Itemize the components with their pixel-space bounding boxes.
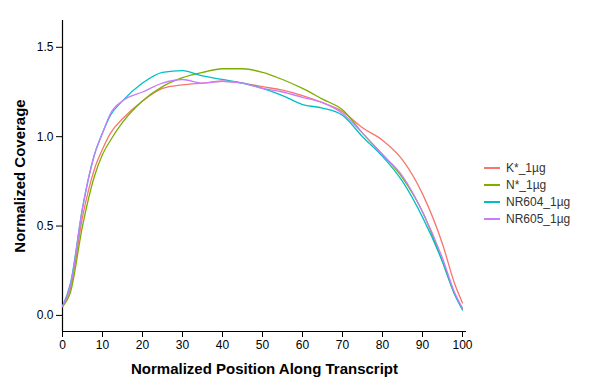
svg-text:70: 70: [336, 338, 350, 352]
svg-text:50: 50: [256, 338, 270, 352]
svg-text:0: 0: [59, 338, 66, 352]
html-text:NR605_1µg: NR605_1µg: [506, 212, 571, 226]
svg-text:60: 60: [296, 338, 310, 352]
svg-text:1.5: 1.5: [37, 40, 54, 54]
svg-text:0.5: 0.5: [37, 219, 54, 233]
svg-text:1.0: 1.0: [37, 130, 54, 144]
svg-text:Normalized Position Along Tran: Normalized Position Along Transcript: [131, 360, 398, 377]
svg-text:30: 30: [176, 338, 190, 352]
svg-text:20: 20: [136, 338, 150, 352]
svg-text:80: 80: [376, 338, 390, 352]
svg-text:Normalized Coverage: Normalized Coverage: [11, 99, 28, 252]
html-text:N*_1µg: N*_1µg: [506, 178, 547, 192]
svg-text:90: 90: [416, 338, 430, 352]
html-text:NR604_1µg: NR604_1µg: [506, 195, 571, 209]
svg-text:40: 40: [216, 338, 230, 352]
svg-text:100: 100: [452, 338, 472, 352]
svg-text:10: 10: [96, 338, 110, 352]
html-text:K*_1µg: K*_1µg: [506, 161, 546, 175]
svg-text:0.0: 0.0: [37, 308, 54, 322]
